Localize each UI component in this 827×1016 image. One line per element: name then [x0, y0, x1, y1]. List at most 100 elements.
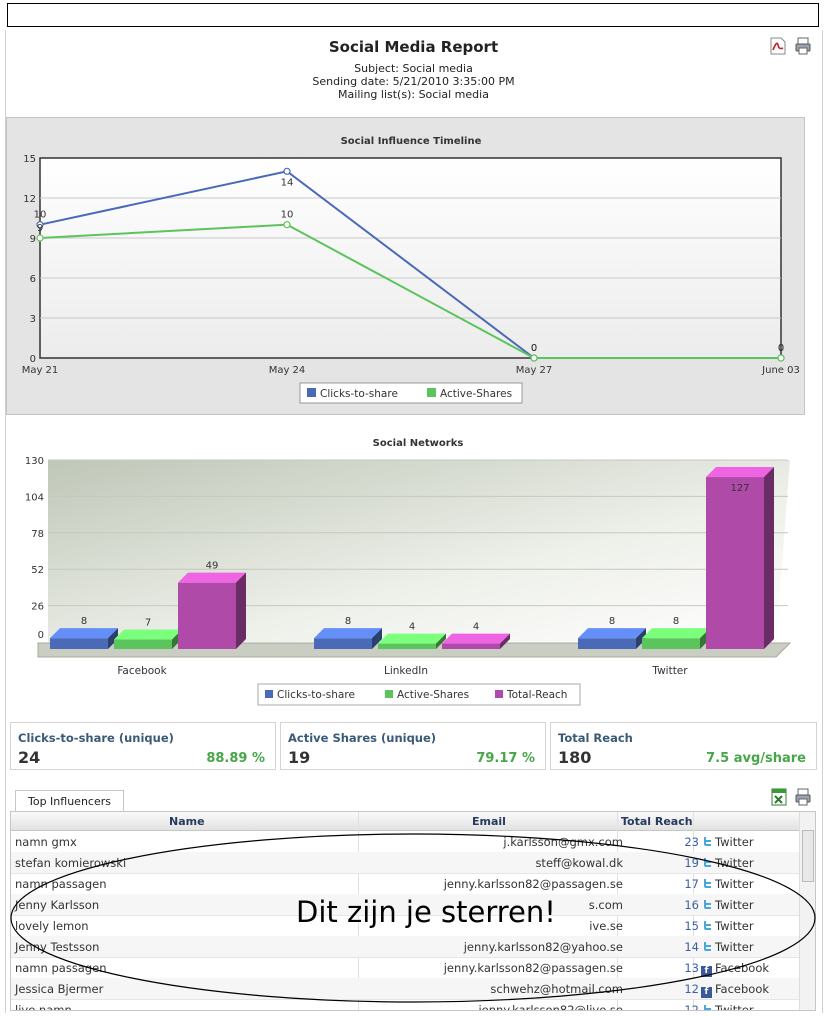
stat-extra: 7.5 avg/share: [706, 751, 806, 766]
bar-top: [314, 628, 382, 639]
print-icon[interactable]: [795, 37, 811, 55]
print-icon[interactable]: [795, 788, 811, 806]
table-row[interactable]: namn passagen jenny.karlsson82@passagen.s…: [11, 873, 801, 895]
bar-total-reach-linkedin[interactable]: [442, 633, 510, 649]
scrollbar-thumb[interactable]: [802, 830, 814, 882]
cell-total-reach: 23: [684, 835, 699, 849]
data-point[interactable]: [283, 221, 291, 229]
legend-swatch: [385, 690, 393, 698]
data-point[interactable]: [36, 234, 44, 242]
plot-area: [39, 157, 782, 359]
x-tick-label: June 03: [761, 365, 800, 376]
cell-total-reach: 12: [684, 982, 699, 996]
table-scrollbar[interactable]: [799, 812, 815, 1010]
social-networks-chart: Social Networks 0 26 52 78 104 130 8 7 49 8 4 4 8 8 1…: [25, 438, 792, 706]
column-header-email[interactable]: Email: [472, 815, 506, 828]
x-tick-label: May 24: [269, 365, 306, 376]
column-header-total-reach[interactable]: Total Reach: [621, 815, 693, 828]
bar-front: [642, 638, 700, 649]
source-label: Twitter: [715, 856, 754, 870]
table-row[interactable]: Jessica Bjermer schwehz@hotmail.com 12 f Fac…: [11, 978, 801, 1000]
address-bar[interactable]: [7, 3, 819, 27]
bar-top: [378, 633, 446, 644]
bar-front: [706, 477, 764, 649]
x-tick-label: Facebook: [117, 665, 167, 677]
data-point[interactable]: [777, 354, 785, 362]
cell-total-reach: 13: [684, 961, 699, 975]
data-label: 4: [473, 622, 479, 633]
tab-top-influencers[interactable]: Top Influencers: [15, 790, 124, 812]
data-point[interactable]: [530, 354, 538, 362]
pdf-icon[interactable]: [770, 37, 786, 55]
column-header-name[interactable]: Name: [169, 815, 205, 828]
cell-email: s.com: [588, 898, 623, 912]
table-row[interactable]: namn gmx j.karlsson@gmx.com 23 Twitter: [11, 831, 801, 853]
data-point[interactable]: [36, 221, 44, 229]
source-label: Facebook: [715, 961, 770, 975]
cell-source[interactable]: Twitter: [701, 856, 754, 870]
stat-extra: 79.17 %: [476, 751, 535, 766]
cell-email: jenny.karlsson82@passagen.se: [443, 877, 623, 891]
stat-label: Total Reach: [558, 731, 633, 745]
bar-total-reach-twitter[interactable]: [706, 467, 774, 649]
source-label: Twitter: [715, 898, 754, 912]
table-row[interactable]: namn passagen jenny.karlsson82@passagen.s…: [11, 957, 801, 979]
data-label: 4: [409, 622, 415, 633]
legend-label: Active-Shares: [397, 689, 469, 701]
bar-top: [706, 467, 774, 478]
data-point[interactable]: [283, 167, 291, 175]
data-label: 127: [730, 483, 749, 494]
twitter-icon: [701, 836, 712, 847]
bar-side: [764, 467, 774, 649]
table-row[interactable]: stefan komierowski steff@kowal.dk 19 Twitte…: [11, 852, 801, 874]
bar-clicks-to-share-facebook[interactable]: [50, 628, 118, 649]
twitter-icon: [701, 941, 712, 952]
bar-total-reach-facebook[interactable]: [178, 572, 246, 649]
bar-clicks-to-share-linkedin[interactable]: [314, 628, 382, 649]
twitter-icon: [701, 899, 712, 910]
x-tick-label: May 27: [516, 365, 553, 376]
source-label: Twitter: [715, 835, 754, 849]
table-row[interactable]: Jenny Testsson jenny.karlsson82@yahoo.se 1…: [11, 936, 801, 958]
data-label: 10: [34, 210, 47, 221]
cell-name: Jessica Bjermer: [15, 982, 104, 996]
x-tick-label: LinkedIn: [384, 665, 428, 677]
cell-source[interactable]: f Facebook: [701, 961, 769, 977]
stat-label: Active Shares (unique): [288, 731, 437, 745]
cell-source[interactable]: Twitter: [701, 940, 754, 954]
cell-source[interactable]: Twitter: [701, 835, 754, 849]
y-tick-label: 12: [23, 194, 36, 205]
data-label: 0: [531, 343, 537, 354]
bar-active-shares-twitter[interactable]: [642, 628, 710, 649]
cell-source[interactable]: Twitter: [701, 877, 754, 891]
source-label: Twitter: [715, 1003, 754, 1011]
cell-name: stefan komierowski: [15, 856, 127, 870]
bar-active-shares-linkedin[interactable]: [378, 633, 446, 649]
cell-source[interactable]: Twitter: [701, 898, 754, 912]
cell-source[interactable]: f Facebook: [701, 982, 769, 998]
twitter-icon: [701, 1004, 712, 1010]
cell-source[interactable]: Twitter: [701, 919, 754, 933]
source-label: Facebook: [715, 982, 770, 996]
legend-swatch: [265, 690, 273, 698]
bar-top: [642, 628, 710, 639]
bar-front: [378, 643, 436, 649]
cell-name: Jenny Karlsson: [15, 898, 100, 912]
bar-active-shares-facebook[interactable]: [114, 629, 182, 649]
cell-total-reach: 16: [684, 898, 699, 912]
table-row[interactable]: live namn jenny.karlsson82@live.se 12 Twitt…: [11, 999, 801, 1011]
y-tick-label: 0: [30, 354, 36, 365]
report-mailing-list: Mailing list(s): Social media: [338, 88, 489, 101]
bar-side: [500, 633, 510, 649]
bar-clicks-to-share-twitter[interactable]: [578, 628, 646, 649]
legend-label: Total-Reach: [506, 689, 567, 701]
table-header: Name Email Total Reach: [11, 812, 801, 831]
twitter-icon: [701, 857, 712, 868]
bar-front: [50, 638, 108, 649]
chart-title: Social Networks: [373, 438, 464, 449]
bar-front: [114, 639, 172, 649]
excel-icon[interactable]: [771, 788, 787, 806]
cell-source[interactable]: Twitter: [701, 1003, 754, 1011]
data-label: 8: [673, 616, 679, 627]
y-tick-label: 26: [31, 602, 44, 613]
